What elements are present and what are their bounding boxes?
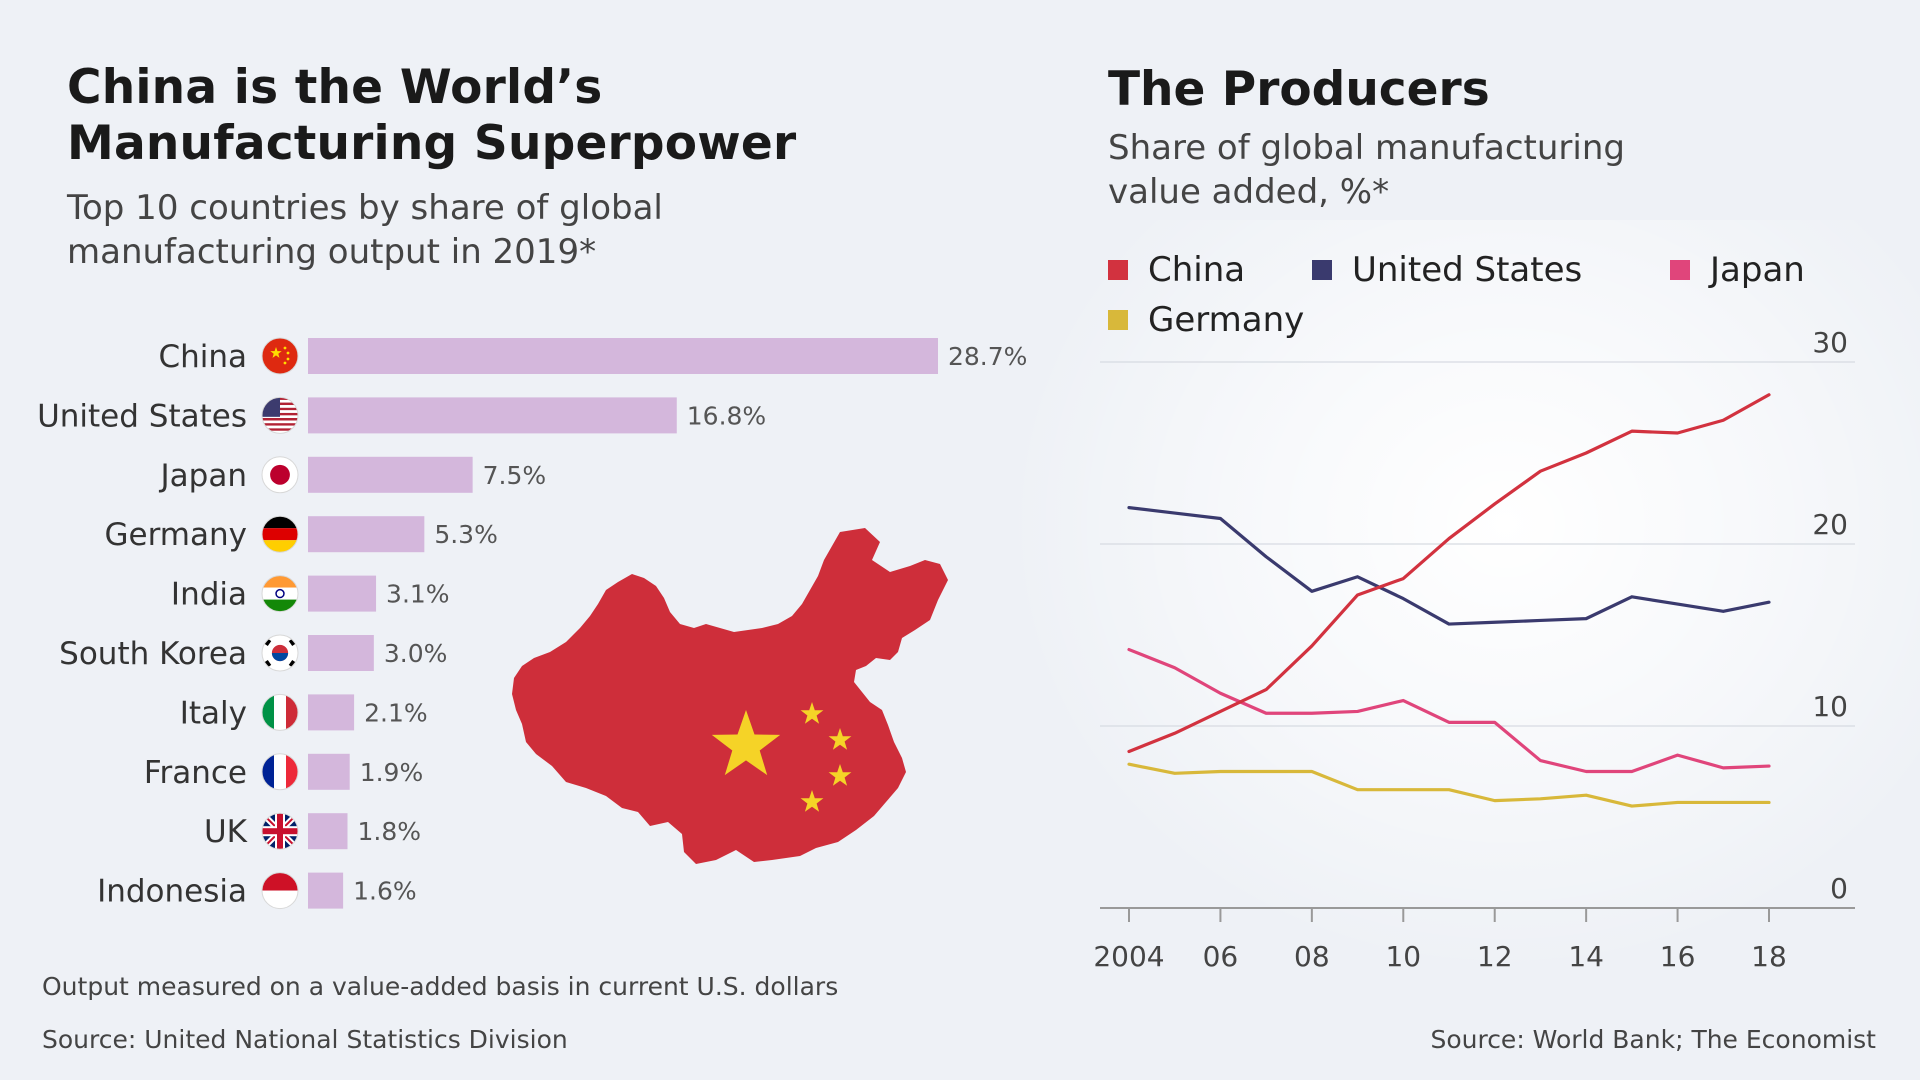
bar — [308, 635, 374, 671]
bar-row: Germany 5.3% — [105, 515, 498, 553]
bar — [308, 516, 425, 553]
china-map-shape — [512, 528, 948, 864]
bar-row: United States 16.8% — [37, 396, 766, 434]
bar-value-label: 2.1% — [364, 698, 428, 727]
legend-item-china: China — [1108, 250, 1245, 290]
legend-label: China — [1148, 250, 1246, 290]
y-tick-label: 20 — [1812, 508, 1848, 541]
legend-swatch — [1670, 260, 1690, 280]
bar-category-label: South Korea — [59, 636, 247, 672]
bar-value-label: 5.3% — [434, 520, 498, 549]
bar — [308, 397, 677, 434]
legend-item-germany: Germany — [1108, 300, 1304, 340]
x-tick-label: 10 — [1385, 940, 1421, 973]
x-tick-label: 06 — [1203, 940, 1239, 973]
bar-category-label: United States — [37, 398, 247, 434]
bar-value-label: 28.7% — [948, 342, 1027, 371]
bar-row: India 3.1% — [171, 575, 450, 613]
right-chart-subtitle: Share of global manufacturing value adde… — [1108, 128, 1625, 212]
bar-value-label: 16.8% — [687, 401, 766, 430]
bar-row: Japan 7.5% — [159, 456, 547, 494]
bar-row: France 1.9% — [144, 753, 424, 791]
bar-category-label: Indonesia — [97, 874, 247, 910]
y-tick-label: 30 — [1812, 326, 1848, 359]
x-tick-label: 18 — [1751, 940, 1787, 973]
legend-item-japan: Japan — [1670, 250, 1805, 290]
bar-value-label: 1.6% — [353, 877, 417, 906]
legend-label: Germany — [1148, 300, 1305, 340]
bar-category-label: China — [158, 339, 247, 375]
bar — [308, 753, 350, 790]
left-chart-title: China is the World’s Manufacturing Super… — [67, 60, 797, 171]
legend-label: United States — [1352, 250, 1583, 290]
bar — [308, 813, 348, 850]
bar-row: South Korea 3.0% — [59, 634, 448, 672]
legend-label: Japan — [1710, 250, 1805, 290]
y-tick-label: 10 — [1812, 690, 1848, 723]
x-tick-label: 08 — [1294, 940, 1330, 973]
france-flag-icon — [262, 753, 298, 790]
bar-value-label: 1.9% — [360, 758, 424, 787]
germany-flag-icon — [262, 516, 298, 553]
south-korea-flag-icon — [262, 635, 298, 671]
legend-swatch — [1108, 310, 1128, 330]
series-line-japan — [1127, 647, 1771, 774]
bar-value-label: 3.0% — [384, 639, 448, 668]
right-source: Source: World Bank; The Economist — [1430, 1025, 1876, 1054]
italy-flag-icon — [262, 694, 298, 731]
bar — [308, 456, 473, 493]
map-small-star — [828, 764, 852, 786]
left-chart-subtitle: Top 10 countries by share of global manu… — [67, 188, 663, 272]
right-chart-title: The Producers — [1108, 62, 1490, 117]
map-small-star — [828, 728, 852, 750]
bar-value-label: 7.5% — [483, 461, 547, 490]
bar — [308, 575, 377, 612]
bar-category-label: India — [171, 577, 247, 613]
uk-flag-icon — [262, 813, 298, 850]
bar-chart: China 28.7% United States 16.8% Japan 7.5% Ger… — [37, 337, 1027, 910]
bar — [308, 694, 355, 731]
x-tick-label: 2004 — [1093, 940, 1164, 973]
india-flag-icon — [262, 575, 298, 612]
china-map-icon — [512, 528, 948, 864]
legend-swatch — [1108, 260, 1128, 280]
bar-row: China 28.7% — [158, 337, 1027, 375]
map-small-star — [800, 702, 824, 724]
map-big-star — [711, 710, 781, 776]
bar-row: Italy 2.1% — [180, 693, 428, 731]
bar-category-label: Japan — [159, 458, 247, 494]
bar-row: Indonesia 1.6% — [97, 872, 417, 910]
y-tick-label: 0 — [1830, 872, 1848, 905]
bar-category-label: Italy — [180, 695, 247, 731]
us-flag-icon — [262, 397, 298, 434]
legend-item-united-states: United States — [1312, 250, 1582, 290]
line-chart: 0 10 20 30 2004 06 08 10 12 14 16 18 — [1093, 326, 1855, 973]
series-line-germany — [1127, 762, 1771, 808]
left-footnote: Output measured on a value-added basis i… — [42, 972, 839, 1001]
japan-flag-icon — [262, 456, 298, 493]
series-line-china — [1127, 393, 1771, 754]
map-small-star — [800, 790, 824, 812]
bar-value-label: 1.8% — [358, 817, 422, 846]
bar-category-label: Germany — [105, 517, 247, 553]
x-tick-label: 12 — [1477, 940, 1513, 973]
bar-category-label: France — [144, 755, 247, 791]
china-flag-icon — [262, 338, 298, 374]
x-tick-label: 14 — [1568, 940, 1604, 973]
indonesia-flag-icon — [262, 872, 298, 909]
bar-row: UK 1.8% — [204, 812, 422, 850]
bar-category-label: UK — [204, 814, 248, 850]
bar — [308, 872, 344, 909]
left-source: Source: United National Statistics Divis… — [42, 1025, 568, 1054]
x-tick-label: 16 — [1660, 940, 1696, 973]
bar-value-label: 3.1% — [386, 580, 450, 609]
series-line-united-states — [1127, 506, 1771, 626]
legend-swatch — [1312, 260, 1332, 280]
bar — [308, 338, 938, 374]
